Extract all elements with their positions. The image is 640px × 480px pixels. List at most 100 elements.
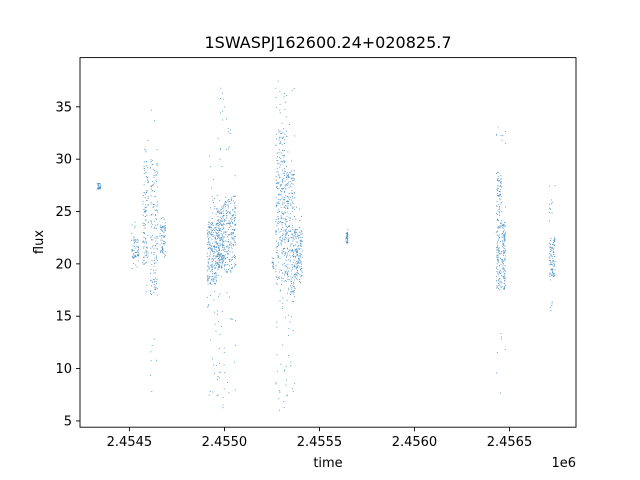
data-point (273, 263, 275, 265)
data-point (287, 207, 289, 209)
data-point (162, 250, 164, 252)
data-point (288, 287, 290, 289)
data-point (231, 318, 233, 320)
data-point (227, 236, 229, 238)
data-point (286, 184, 287, 186)
data-point (152, 279, 154, 281)
data-point (297, 260, 299, 262)
data-point (289, 225, 290, 227)
data-point (286, 299, 288, 301)
data-point (164, 226, 166, 228)
data-point (222, 206, 224, 208)
data-point (150, 293, 152, 295)
data-point (228, 247, 230, 248)
data-point (281, 250, 283, 252)
data-point (292, 237, 294, 238)
x-axis-offset-label: 1e6 (551, 456, 576, 471)
data-point (277, 163, 279, 165)
data-point (296, 250, 298, 252)
data-point (499, 225, 501, 227)
data-point (293, 290, 295, 292)
data-point (501, 246, 503, 248)
data-point (222, 241, 224, 243)
data-point (293, 206, 295, 208)
data-point (503, 225, 505, 227)
data-point (220, 253, 222, 255)
data-point (290, 256, 292, 258)
data-point (275, 186, 277, 188)
data-point (276, 276, 278, 278)
data-point (208, 226, 210, 228)
data-point (281, 228, 282, 230)
data-point (504, 252, 506, 254)
data-point (551, 212, 553, 214)
data-point (151, 239, 152, 241)
data-point (495, 267, 497, 269)
data-point (293, 286, 295, 288)
data-point (550, 263, 552, 265)
data-point (209, 225, 211, 227)
data-point (217, 275, 219, 277)
data-point (234, 244, 236, 246)
data-point (346, 240, 348, 242)
data-point (230, 270, 232, 272)
data-point (215, 246, 217, 248)
data-point (217, 137, 219, 139)
data-point (301, 230, 302, 232)
data-point (551, 273, 553, 275)
data-point (225, 233, 227, 235)
data-point (211, 258, 213, 260)
data-point (146, 192, 147, 194)
data-point (289, 245, 291, 247)
data-point (297, 266, 299, 268)
data-point (230, 232, 232, 234)
data-point (211, 283, 213, 285)
data-point (294, 216, 295, 217)
data-point (217, 210, 219, 212)
data-point (498, 273, 500, 275)
data-point (207, 248, 209, 250)
data-point (276, 354, 278, 356)
data-point (297, 249, 298, 251)
data-point (218, 228, 220, 230)
data-point (297, 272, 299, 274)
data-point (218, 232, 220, 233)
data-point (225, 240, 227, 242)
data-point (208, 231, 210, 233)
data-point (217, 236, 219, 238)
data-point (220, 218, 222, 220)
data-point (502, 263, 504, 264)
data-point (164, 253, 166, 255)
data-point (287, 203, 289, 204)
data-point (291, 264, 293, 266)
data-point (297, 254, 299, 256)
data-point (164, 228, 166, 229)
data-point (294, 256, 296, 257)
data-point (287, 200, 289, 202)
data-point (219, 216, 221, 218)
data-point (230, 202, 232, 204)
data-point (156, 259, 158, 261)
data-point (212, 265, 214, 267)
data-point (154, 240, 156, 242)
data-point (281, 132, 282, 134)
data-point (153, 248, 155, 250)
data-point (283, 156, 285, 158)
data-point (295, 272, 297, 274)
data-point (210, 166, 212, 168)
data-point (278, 194, 280, 196)
data-point (297, 246, 299, 248)
data-point (282, 278, 284, 279)
data-point (229, 225, 231, 227)
data-point (222, 258, 224, 260)
data-point (150, 109, 152, 111)
data-point (143, 247, 145, 249)
data-point (228, 220, 230, 222)
data-point (150, 201, 152, 203)
data-point (211, 238, 213, 240)
data-point (280, 160, 282, 162)
data-point (217, 222, 218, 224)
data-point (273, 267, 275, 269)
data-point (231, 267, 233, 269)
data-point (496, 352, 498, 353)
